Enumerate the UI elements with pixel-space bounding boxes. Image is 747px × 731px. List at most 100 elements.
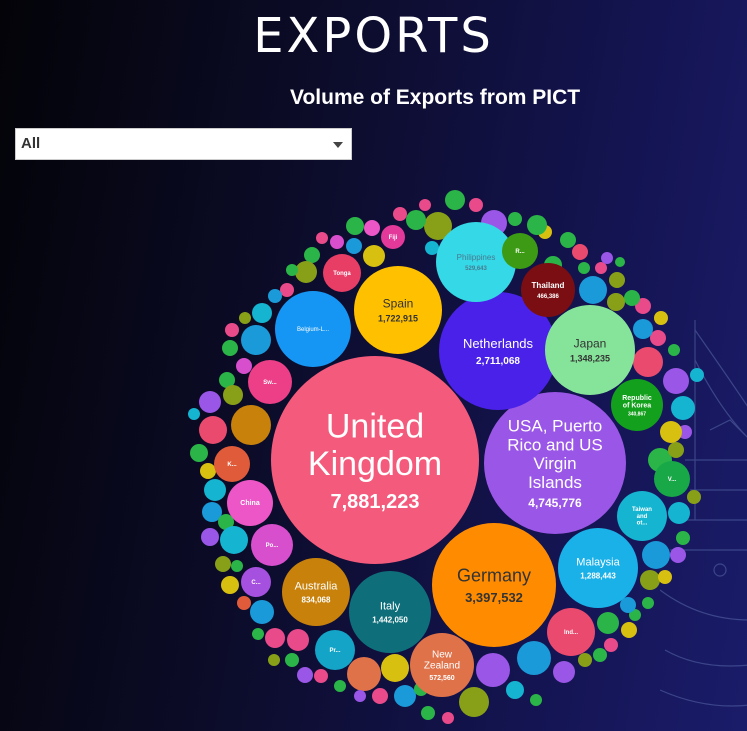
bubble-circle[interactable]: [410, 633, 474, 697]
small-bubble[interactable]: [530, 694, 542, 706]
small-bubble[interactable]: [660, 421, 682, 443]
bubble[interactable]: Italy 1,442,050: [349, 571, 431, 653]
small-bubble[interactable]: [297, 667, 313, 683]
small-bubble[interactable]: [250, 600, 274, 624]
small-bubble[interactable]: [690, 368, 704, 382]
small-bubble[interactable]: [445, 190, 465, 210]
small-bubble[interactable]: [419, 199, 431, 211]
bubble-circle[interactable]: [545, 305, 635, 395]
small-bubble[interactable]: [678, 425, 692, 439]
small-bubble[interactable]: [527, 215, 547, 235]
small-bubble[interactable]: [406, 210, 426, 230]
bubble[interactable]: Fiji: [381, 225, 405, 249]
small-bubble[interactable]: [442, 712, 454, 724]
small-bubble[interactable]: [601, 252, 613, 264]
bubble-circle[interactable]: [611, 379, 663, 431]
small-bubble[interactable]: [633, 347, 663, 377]
bubble-circle[interactable]: [484, 392, 626, 534]
small-bubble[interactable]: [364, 220, 380, 236]
bubble-circle[interactable]: [323, 254, 361, 292]
small-bubble[interactable]: [372, 688, 388, 704]
small-bubble[interactable]: [597, 612, 619, 634]
bubble-circle[interactable]: [502, 233, 538, 269]
small-bubble[interactable]: [578, 653, 592, 667]
small-bubble[interactable]: [633, 319, 653, 339]
small-bubble[interactable]: [604, 638, 618, 652]
bubble-circle[interactable]: [349, 571, 431, 653]
bubble-circle[interactable]: [282, 558, 350, 626]
bubble-circle[interactable]: [241, 567, 271, 597]
small-bubble[interactable]: [421, 706, 435, 720]
bubble-circle[interactable]: [248, 360, 292, 404]
small-bubble[interactable]: [595, 262, 607, 274]
bubble-circle[interactable]: [654, 461, 690, 497]
small-bubble[interactable]: [316, 232, 328, 244]
bubble-circle[interactable]: [271, 356, 479, 564]
small-bubble[interactable]: [347, 657, 381, 691]
small-bubble[interactable]: [268, 289, 282, 303]
small-bubble[interactable]: [593, 648, 607, 662]
small-bubble[interactable]: [578, 262, 590, 274]
bubble-circle[interactable]: [547, 608, 595, 656]
small-bubble[interactable]: [363, 245, 385, 267]
bubble-circle[interactable]: [354, 266, 442, 354]
small-bubble[interactable]: [621, 622, 637, 638]
small-bubble[interactable]: [199, 416, 227, 444]
bubble-circle[interactable]: [227, 480, 273, 526]
small-bubble[interactable]: [624, 290, 640, 306]
small-bubble[interactable]: [642, 541, 670, 569]
bubble[interactable]: Thailand 466,386: [521, 263, 575, 317]
small-bubble[interactable]: [231, 560, 243, 572]
bubble[interactable]: R...: [502, 233, 538, 269]
small-bubble[interactable]: [295, 261, 317, 283]
small-bubble[interactable]: [629, 609, 641, 621]
small-bubble[interactable]: [268, 654, 280, 666]
small-bubble[interactable]: [231, 405, 271, 445]
small-bubble[interactable]: [346, 217, 364, 235]
small-bubble[interactable]: [668, 344, 680, 356]
small-bubble[interactable]: [188, 408, 200, 420]
small-bubble[interactable]: [572, 244, 588, 260]
small-bubble[interactable]: [202, 502, 222, 522]
bubble[interactable]: Japan 1,348,235: [545, 305, 635, 395]
small-bubble[interactable]: [287, 629, 309, 651]
small-bubble[interactable]: [220, 526, 248, 554]
bubble[interactable]: Spain 1,722,915: [354, 266, 442, 354]
small-bubble[interactable]: [286, 264, 298, 276]
small-bubble[interactable]: [199, 391, 221, 413]
small-bubble[interactable]: [615, 257, 625, 267]
bubble-circle[interactable]: [521, 263, 575, 317]
small-bubble[interactable]: [668, 502, 690, 524]
bubble[interactable]: Tonga: [323, 254, 361, 292]
small-bubble[interactable]: [508, 212, 522, 226]
bubble-circle[interactable]: [439, 292, 557, 410]
small-bubble[interactable]: [425, 241, 439, 255]
bubble-circle[interactable]: [214, 446, 250, 482]
bubble[interactable]: Netherlands 2,711,068: [439, 292, 557, 410]
small-bubble[interactable]: [215, 556, 231, 572]
small-bubble[interactable]: [265, 628, 285, 648]
small-bubble[interactable]: [200, 463, 216, 479]
small-bubble[interactable]: [553, 661, 575, 683]
small-bubble[interactable]: [334, 680, 346, 692]
small-bubble[interactable]: [607, 293, 625, 311]
small-bubble[interactable]: [354, 690, 366, 702]
bubble[interactable]: Malaysia 1,288,443: [558, 528, 638, 608]
small-bubble[interactable]: [394, 685, 416, 707]
bubble-circle[interactable]: [251, 524, 293, 566]
small-bubble[interactable]: [225, 323, 239, 337]
bubble[interactable]: Pr...: [315, 630, 355, 670]
small-bubble[interactable]: [330, 235, 344, 249]
bubble[interactable]: Germany 3,397,532: [432, 523, 556, 647]
small-bubble[interactable]: [222, 340, 238, 356]
small-bubble[interactable]: [218, 514, 234, 530]
bubble-circle[interactable]: [275, 291, 351, 367]
bubble[interactable]: Ind...: [547, 608, 595, 656]
small-bubble[interactable]: [670, 547, 686, 563]
small-bubble[interactable]: [560, 232, 576, 248]
small-bubble[interactable]: [658, 570, 672, 584]
small-bubble[interactable]: [635, 298, 651, 314]
bubble[interactable]: Taiwanandot...: [617, 491, 667, 541]
